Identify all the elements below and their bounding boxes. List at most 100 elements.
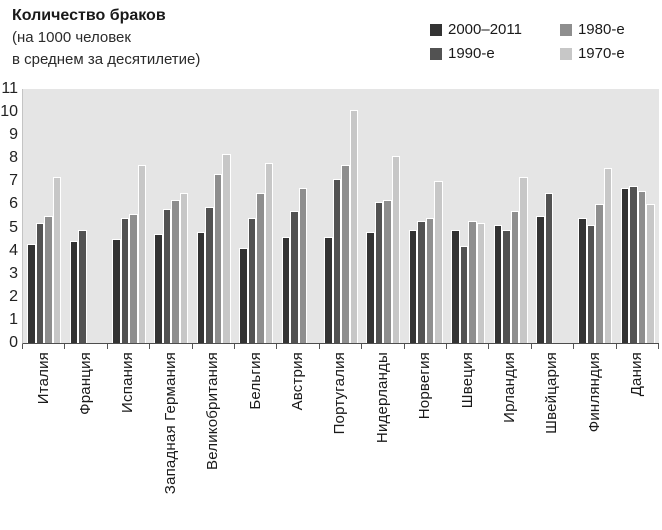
x-tick-mark (488, 344, 490, 349)
bar (332, 179, 341, 343)
x-tick-mark (234, 344, 235, 349)
y-tick-label: 6 (9, 195, 18, 213)
bar (493, 225, 503, 343)
x-category-label: Великобритания (204, 352, 222, 470)
x-category-label: Дания (628, 352, 646, 397)
bar (341, 165, 350, 343)
bar (69, 241, 79, 343)
legend-label-1990s: 1990-е (448, 45, 495, 62)
chart-subtitle-line2: в среднем за десятилетие) (12, 51, 201, 68)
bar (196, 232, 206, 343)
bar (603, 167, 613, 343)
legend-item-1970s: 1970-е (559, 45, 625, 62)
bar (27, 243, 36, 343)
x-tick-mark (64, 344, 66, 349)
x-category-label: Нидерланды (373, 352, 391, 444)
bar (476, 222, 486, 343)
bar (468, 220, 477, 343)
plot-area (22, 89, 659, 344)
bar (417, 220, 426, 343)
bar (519, 176, 528, 343)
x-category-label: Франция (77, 352, 95, 415)
x-category-label-cell: Швейцария (531, 352, 573, 434)
bar (35, 222, 45, 343)
x-tick-mark (615, 344, 617, 349)
x-category-label: Западная Германия (161, 352, 179, 495)
legend-item-1980s: 1980-е (559, 21, 625, 38)
x-category-label: Финляндия (585, 352, 603, 433)
bar (78, 229, 87, 343)
x-category-label-cell: Бельгия (234, 352, 276, 410)
bar (425, 218, 435, 343)
y-tick-label: 1 (9, 310, 18, 328)
bar (129, 213, 138, 343)
x-category-label: Португалия (331, 352, 349, 435)
x-category-label-cell: Испания (107, 352, 149, 413)
bar (44, 216, 53, 343)
x-tick-mark (276, 344, 278, 349)
legend-label-1980s: 1980-е (577, 21, 625, 38)
legend-swatch-2000-2011 (430, 23, 442, 36)
bar (281, 236, 291, 343)
bar (586, 225, 596, 343)
bar (112, 239, 121, 343)
bar (171, 199, 180, 343)
x-category-label-cell: Великобритания (192, 352, 234, 470)
bar (374, 202, 384, 343)
bar (637, 190, 647, 343)
bar (154, 234, 163, 343)
bar (120, 218, 129, 343)
bar (459, 246, 469, 343)
bar (595, 204, 604, 343)
chart-title-block: Количество браков (на 1000 человек в сре… (12, 5, 200, 71)
bar (646, 204, 655, 343)
x-tick-mark (318, 344, 320, 349)
legend-item-1990s: 1990-е (430, 45, 522, 62)
legend-swatch-1980s (559, 23, 572, 36)
x-category-label: Италия (34, 352, 52, 405)
x-tick-mark (573, 344, 575, 349)
y-tick-label: 0 (9, 334, 18, 351)
bar (264, 162, 274, 343)
y-tick-label: 7 (9, 172, 18, 190)
bar (544, 192, 553, 343)
x-category-label: Норвегия (416, 352, 434, 420)
x-category-label-cell: Западная Германия (149, 352, 191, 494)
bar (383, 199, 392, 343)
x-category-label-cell: Австрия (276, 352, 318, 410)
bar (298, 188, 308, 343)
x-category-label: Испания (119, 352, 137, 413)
y-tick-label: 9 (9, 126, 18, 144)
x-category-label: Австрия (289, 352, 307, 411)
x-category-label-cell: Финляндия (573, 352, 615, 432)
bar (366, 232, 375, 343)
bar (256, 192, 265, 343)
bar (205, 206, 214, 343)
x-category-label: Ирландия (501, 352, 519, 423)
x-category-label: Бельгия (246, 352, 264, 410)
bar (137, 165, 146, 343)
x-tick-mark (530, 344, 532, 349)
x-tick-mark (446, 344, 447, 349)
chart-title: Количество браков (12, 7, 166, 24)
x-category-label: Швейцария (543, 352, 561, 434)
x-category-label-cell: Ирландия (488, 352, 530, 423)
bar (391, 155, 401, 343)
bar (578, 218, 587, 343)
x-tick-mark (106, 344, 108, 349)
legend-label-1970s: 1970-е (577, 45, 625, 62)
bar (536, 216, 545, 343)
bar (290, 211, 299, 343)
x-category-label-cell: Нидерланды (361, 352, 403, 443)
x-category-label-cell: Швеция (446, 352, 488, 408)
x-category-label-cell: Дания (616, 352, 658, 396)
bar (510, 211, 520, 343)
y-tick-label: 11 (1, 80, 18, 97)
x-tick-mark (403, 344, 405, 349)
x-category-label-cell: Норвегия (404, 352, 446, 419)
y-tick-label: 8 (9, 149, 18, 167)
bar (239, 248, 248, 343)
chart-legend: 2000–2011 1990-е 1980-е 1970-е (430, 21, 625, 62)
chart-subtitle-line1: (на 1000 человек (12, 29, 131, 46)
